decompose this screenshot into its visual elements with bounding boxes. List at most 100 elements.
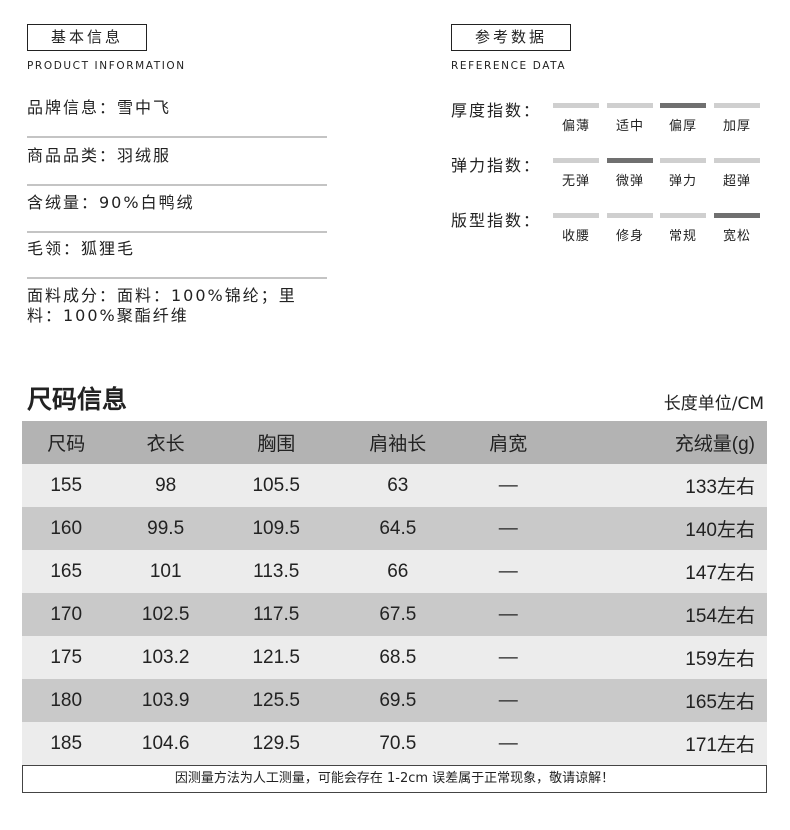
info-row: 品牌信息：雪中飞 [27, 98, 327, 138]
index-bar [553, 103, 599, 108]
column-header: 衣长 [146, 434, 185, 455]
index-bar [607, 103, 653, 108]
index-label: 弹力指数： [451, 156, 542, 175]
table-row: 160 99.5 109.5 64.5 — 140左右 [22, 507, 767, 550]
index-option: 弹力 [668, 174, 697, 189]
table-cell: 170 [50, 603, 83, 625]
index-option: 收腰 [561, 229, 590, 244]
table-cell: 171左右 [685, 735, 755, 756]
info-text: 含绒量：90%白鸭绒 [27, 193, 195, 212]
table-cell: 103.9 [141, 689, 190, 711]
table-cell: — [498, 560, 518, 582]
index-option: 适中 [615, 119, 644, 134]
fabric-text: 面料成分：面料：100%锦纶；里料：100%聚酯纤维 [27, 286, 297, 325]
table-cell: 140左右 [685, 520, 755, 541]
table-cell: 98 [155, 474, 177, 496]
table-row: 165 101 113.5 66 — 147左右 [22, 550, 767, 593]
table-cell: 154左右 [685, 606, 755, 627]
table-cell: 185 [50, 732, 83, 754]
table-cell: 63 [387, 474, 409, 496]
table-cell: 69.5 [379, 689, 417, 711]
table-cell: 104.6 [141, 732, 190, 754]
column-header: 胸围 [257, 434, 296, 455]
info-text: 毛领：狐狸毛 [27, 239, 136, 258]
table-cell: 165左右 [685, 692, 755, 713]
index-bar [714, 158, 760, 163]
divider [27, 184, 327, 186]
divider [27, 136, 327, 138]
table-cell: 68.5 [379, 646, 417, 668]
index-option: 宽松 [722, 229, 751, 244]
table-cell: — [498, 474, 518, 496]
table-cell: 147左右 [685, 563, 755, 584]
table-cell: 121.5 [252, 646, 300, 668]
index-bar-selected [607, 158, 653, 163]
table-cell: — [498, 689, 518, 711]
table-cell: 117.5 [253, 603, 300, 625]
table-row: 155 98 105.5 63 — 133左右 [22, 464, 767, 507]
table-cell: — [498, 517, 518, 539]
index-bar-selected [714, 213, 760, 218]
table-row: 185 104.6 129.5 70.5 — 171左右 [22, 722, 767, 765]
table-cell: 133左右 [685, 477, 755, 498]
index-option: 常规 [668, 229, 697, 244]
table-cell: — [498, 603, 518, 625]
info-row: 含绒量：90%白鸭绒 [27, 193, 327, 233]
index-bar [660, 158, 706, 163]
divider [27, 277, 327, 279]
measurement-note: 因测量方法为人工测量，可能会存在 1-2cm 误差属于正常现象，敬请谅解！ [22, 765, 767, 793]
size-table: 尺码 衣长 胸围 肩袖长 肩宽 充绒量(g) 155 98 105.5 63 — 133左右 160 9… [22, 421, 767, 765]
table-cell: 159左右 [685, 649, 755, 670]
table-cell: 102.5 [141, 603, 190, 625]
table-cell: 70.5 [379, 732, 417, 754]
index-option: 偏厚 [668, 119, 697, 134]
unit-label: 长度单位/CM [663, 394, 764, 414]
column-header: 肩宽 [489, 434, 528, 455]
table-cell: 165 [50, 560, 83, 582]
table-cell: 109.5 [252, 517, 300, 539]
info-text: 品牌信息：雪中飞 [27, 98, 172, 117]
table-header-row: 尺码 衣长 胸围 肩袖长 肩宽 充绒量(g) [22, 421, 767, 464]
info-row: 毛领：狐狸毛 [27, 239, 327, 279]
index-option: 微弹 [615, 174, 644, 189]
fabric-composition: 面料成分：面料：100%锦纶；里料：100%聚酯纤维 [27, 286, 327, 325]
index-option: 修身 [615, 229, 644, 244]
index-option: 无弹 [561, 174, 590, 189]
table-cell: 99.5 [147, 517, 185, 539]
reference-heading: 参考数据 [451, 24, 571, 51]
table-cell: 125.5 [252, 689, 300, 711]
index-option: 偏薄 [561, 119, 590, 134]
index-option: 加厚 [722, 119, 751, 134]
table-cell: 67.5 [379, 603, 417, 625]
index-label: 厚度指数： [451, 101, 542, 120]
index-bar [553, 158, 599, 163]
table-cell: 101 [149, 560, 182, 582]
table-cell: 64.5 [379, 517, 417, 539]
index-bar [714, 103, 760, 108]
index-bar-selected [660, 103, 706, 108]
table-cell: — [498, 732, 518, 754]
table-cell: — [498, 646, 518, 668]
index-bar [607, 213, 653, 218]
table-cell: 155 [50, 474, 83, 496]
index-option: 超弹 [722, 174, 751, 189]
table-cell: 103.2 [141, 646, 190, 668]
table-cell: 66 [387, 560, 409, 582]
table-row: 170 102.5 117.5 67.5 — 154左右 [22, 593, 767, 636]
basic-info-heading: 基本信息 [27, 24, 147, 51]
size-section-title: 尺码信息 [27, 385, 128, 414]
table-cell: 175 [50, 646, 83, 668]
index-label: 版型指数： [451, 211, 542, 230]
table-row: 180 103.9 125.5 69.5 — 165左右 [22, 679, 767, 722]
column-header: 充绒量(g) [674, 434, 755, 455]
divider [27, 231, 327, 233]
column-header: 尺码 [47, 434, 86, 455]
column-header: 肩袖长 [369, 434, 427, 455]
info-text: 商品品类：羽绒服 [27, 146, 172, 165]
table-row: 175 103.2 121.5 68.5 — 159左右 [22, 636, 767, 679]
index-bar [553, 213, 599, 218]
table-cell: 180 [50, 689, 83, 711]
index-bar [660, 213, 706, 218]
basic-info-subtitle: PRODUCT INFORMATION [27, 60, 186, 72]
